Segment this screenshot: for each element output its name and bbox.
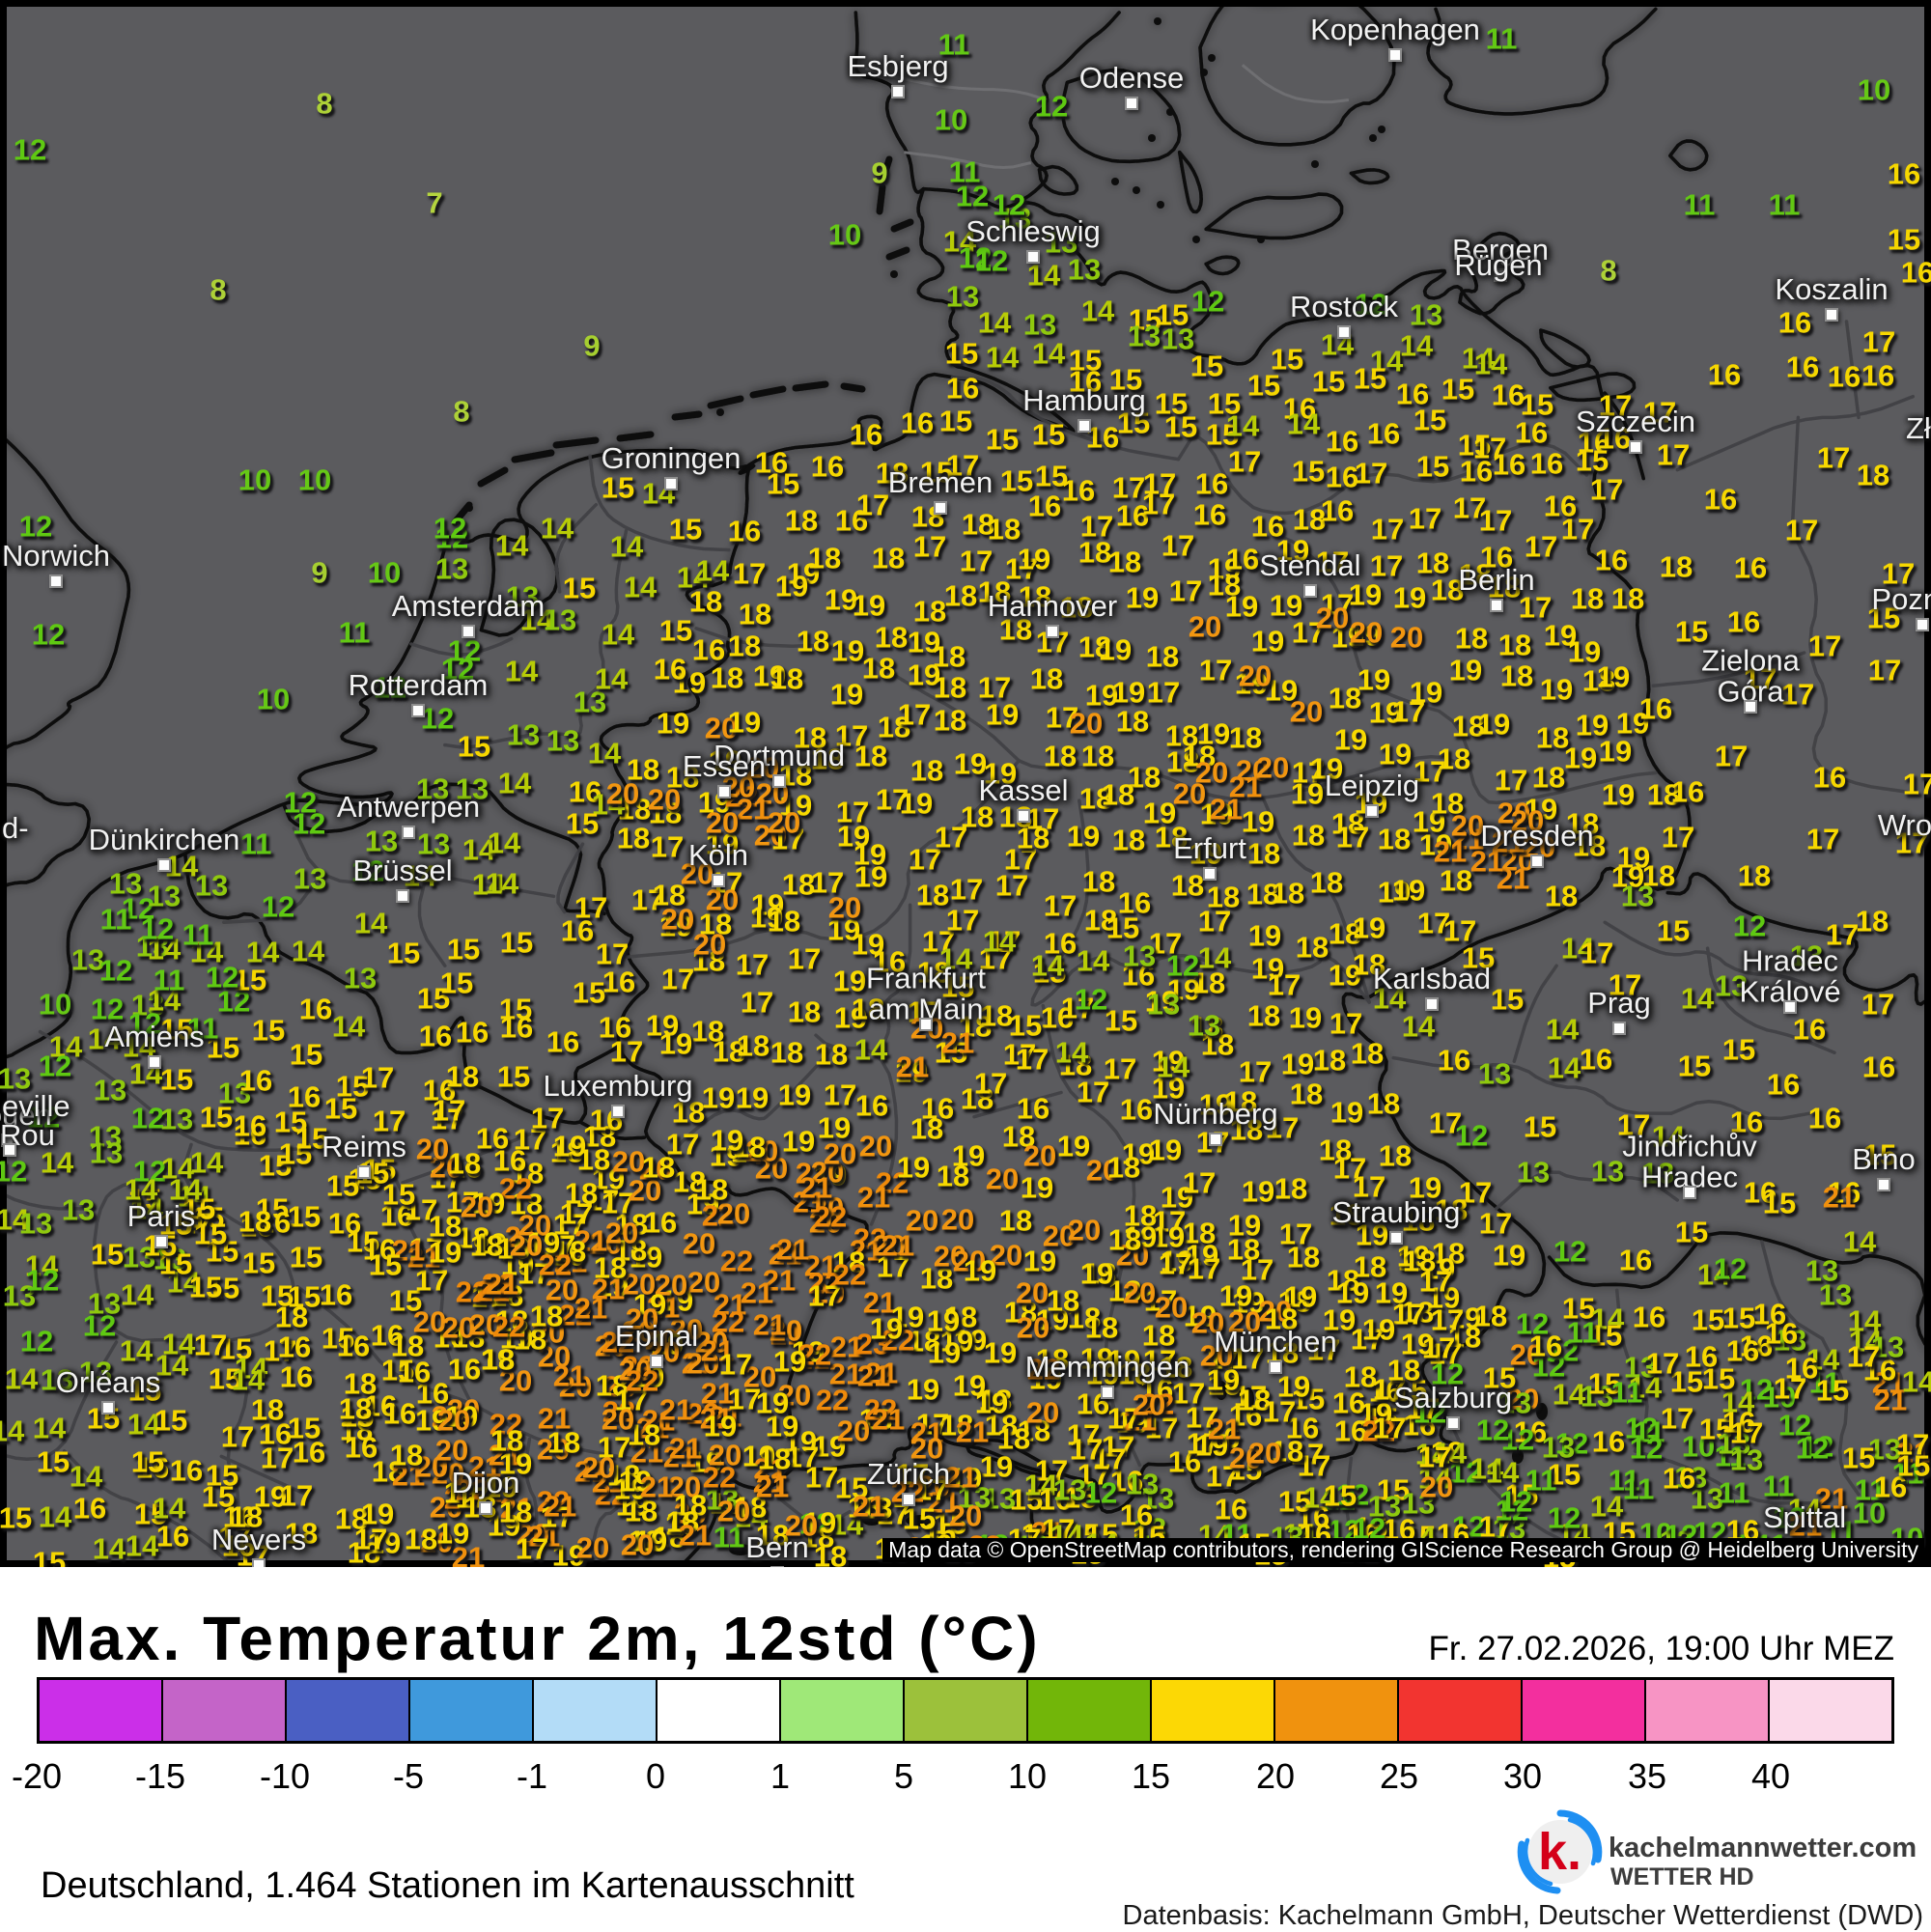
svg-text:k.: k.	[1538, 1823, 1581, 1881]
